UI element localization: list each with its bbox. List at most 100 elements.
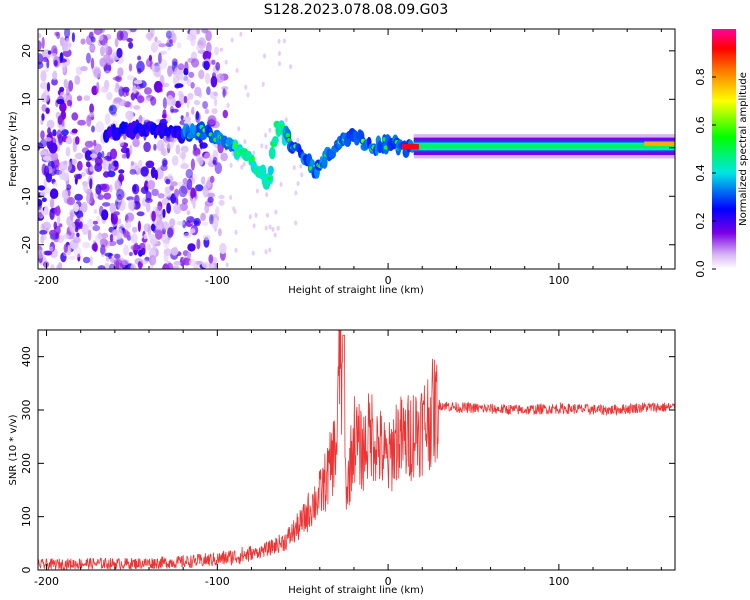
spectrogram-cell [93,68,102,79]
spectrogram-cell [57,115,63,125]
snr-x-tick-label: 0 [385,575,392,588]
spectrogram-cell [132,85,137,94]
spectrogram-cell [49,229,57,237]
spectrogram-cell [150,29,155,37]
spectrogram-cell [220,152,228,162]
spectrogram-heatmap [38,29,675,269]
spectrogram-cell [149,238,158,245]
snr-y-label: SNR (10 * v/v) [8,414,19,485]
spectrogram-cell [56,205,61,213]
spectrogram-cell [201,176,206,185]
spectrogram-cell [296,181,300,187]
spectrogram-cell [193,99,201,106]
spectrogram-cell [165,178,171,185]
spectrogram-cell [100,46,105,57]
spectrogram-cell [268,224,272,230]
colorbar-ticks: 0.0 0.2 0.4 0.6 0.8 [694,68,716,278]
spectrogram-cell [45,107,50,114]
spectrogram-cell [72,236,81,244]
spectrogram-cell [137,55,142,61]
spectrogram-cell [207,196,214,203]
spectrogram-cell [52,129,57,137]
spectrogram-cell [101,209,109,221]
spectrogram-cell [246,92,250,98]
spectrogram-cell [90,153,98,159]
spectrogram-cell [187,92,194,100]
spectrogram-cell [42,155,52,161]
spectrogram-cell [196,29,200,35]
spectrogram-cell [188,71,195,78]
spectrogram-cell [91,125,95,133]
spectrogram-cell [101,86,109,93]
spectrogram-cell [211,59,216,65]
snr-y-tick-label: 100 [20,506,33,527]
spectrogram-cell [234,229,238,235]
spectrogram-cell [41,104,47,112]
spectrogram-hotspot [401,143,419,150]
spectrogram-cell [66,86,70,96]
spectrogram-cell [234,247,238,253]
spectrogram-cell [130,233,138,244]
spectrogram-cell [252,223,256,229]
spectrogram-cell [41,197,47,202]
spectrogram-frame [37,28,676,270]
spectrogram-cell [104,70,111,75]
spectrogram-cell [177,63,185,71]
spectrogram-cell [284,117,288,123]
spectrogram-cell [40,191,46,198]
spectrogram-cell [122,88,128,98]
spectrogram-cell [127,199,135,211]
spectrogram-cell [171,32,177,44]
spectrogram-cell [125,110,134,121]
spectrogram-cell [104,42,109,54]
snr-y-tick-label: 300 [20,400,33,421]
spectrogram-cell [200,212,207,222]
spectrogram-cell [123,229,129,239]
spectrogram-cell [71,112,79,121]
spectrogram-cell [140,186,149,194]
spectrogram-cell [264,225,268,231]
spectrogram-cell [218,228,222,237]
spectrogram-cell [282,38,286,44]
spectrogram-cell [289,64,293,70]
spectrogram-cell [185,168,193,179]
spectrogram-cell [104,113,111,125]
spectrogram-cell [162,208,166,218]
spectrogram-cell [65,146,71,157]
spectrogram-cell [216,73,225,83]
spectrogram-cell [174,203,178,209]
spectrogram-cell [186,98,190,109]
spectrogram-cell [189,259,196,267]
spectrogram-cell [233,142,238,148]
spectrogram-cell [125,147,131,159]
spectrogram-cell [150,223,156,232]
spectrogram-cell [117,218,122,225]
spectrogram-cell [126,37,133,43]
spectrogram-cell [165,114,171,123]
spectrogram-cell [77,119,86,126]
spectrogram-cell [125,89,129,97]
spectrogram-cell [205,42,212,54]
spectrogram-cell [215,61,221,71]
spectrogram-cell [87,229,92,241]
spectrogram-cell [163,239,170,244]
spectrogram-cell [74,75,81,85]
spectrogram-cell [114,179,122,192]
spectrogram-cell [70,211,74,221]
spectrogram-cell [50,264,55,269]
spectrogram-cell [49,246,54,252]
spectrogram-cell [173,261,182,266]
spectrogram-cell [63,78,68,89]
spectrogram-cell [89,103,94,114]
spectrogram-y-tick-label: -20 [20,236,33,254]
spectrogram-cell [178,185,188,198]
spectrogram-cell [76,232,80,238]
spectrogram-cell [113,211,120,216]
spectrogram-cell [161,113,168,119]
spectrogram-cell [126,196,135,201]
spectrogram-cell [130,161,134,166]
spectrogram-cell [92,220,98,225]
spectrogram-y-label: Frequency (Hz) [8,111,19,187]
spectrogram-cell [267,176,272,181]
spectrogram-cell [63,160,68,165]
